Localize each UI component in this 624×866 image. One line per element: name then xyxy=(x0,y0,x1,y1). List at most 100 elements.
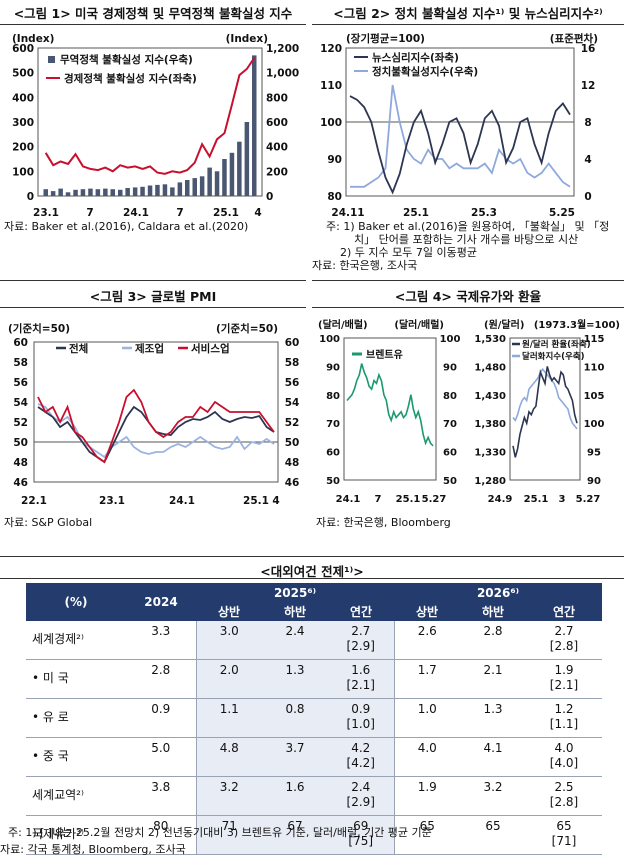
table-row: 세계경제²⁾ 3.3 3.0 2.4 2.7 [2.9] 2.6 2.8 2.7 [2.8] xyxy=(26,621,602,660)
table-cell-previous-forecast: [2.1] xyxy=(346,678,375,692)
x-tick-label: 4 xyxy=(272,495,279,507)
left-axis-unit: (Index) xyxy=(12,33,54,45)
fx-x-tick: 5.27 xyxy=(576,494,601,505)
table-cell-value: 80 xyxy=(153,819,169,833)
table-cell: 0.8 xyxy=(262,698,328,738)
table-cell-value: 2.1 xyxy=(483,663,503,677)
table-cell: 1.9 [2.1] xyxy=(526,659,602,699)
table-cell-previous-forecast: [1.1] xyxy=(549,717,579,731)
fx-right-tick: 105 xyxy=(584,391,605,402)
x-tick-label: 23.1 xyxy=(33,207,59,219)
table-cell-value: 1.6 xyxy=(285,780,305,794)
legend-bar-swatch xyxy=(48,56,55,63)
table-cell: 2.1 xyxy=(460,659,526,699)
right-tick-label: 600 xyxy=(266,117,288,129)
legend-brent-label: 브렌트유 xyxy=(366,348,403,361)
fx-x-tick: 24.9 xyxy=(488,494,513,505)
left-tick-label: 58 xyxy=(13,357,28,369)
table-cell-value: 2.7 xyxy=(351,624,371,638)
trade-uncertainty-bar xyxy=(170,187,175,196)
table-cell-previous-forecast: [2.8] xyxy=(549,639,579,653)
trade-uncertainty-bar xyxy=(199,176,205,196)
table-cell-value: 1.2 xyxy=(554,702,574,716)
right-tick-label: 0 xyxy=(266,191,273,203)
fx-right-tick: 90 xyxy=(587,476,601,487)
table-cell: 3.7 xyxy=(262,737,328,777)
table-cell-value: 3.8 xyxy=(151,780,171,794)
figure-2-note-3: 2) 두 지수 모두 7일 이동평균 xyxy=(340,246,477,259)
right-tick-label: 16 xyxy=(581,43,596,55)
left-tick-label: 56 xyxy=(13,377,28,389)
brent-x-tick: 5.27 xyxy=(422,494,447,505)
right-tick-label: 46 xyxy=(285,477,300,489)
left-axis-unit: (장기평균=100) xyxy=(346,32,425,45)
table-cell-previous-forecast: [2.8] xyxy=(549,795,579,809)
fx-right-tick: 100 xyxy=(584,419,605,430)
row-label: 국제유가³⁾ xyxy=(26,815,126,855)
x-tick-label: 5.25 xyxy=(549,207,575,219)
table-cell: 1.9 xyxy=(393,776,460,816)
table-cell-value: 1.9 xyxy=(554,663,574,677)
figure-1-title: <그림 1> 미국 경제정책 및 무역정책 불확실성 지수 xyxy=(13,6,293,21)
news-sentiment-line xyxy=(349,95,571,195)
trade-uncertainty-bar xyxy=(214,171,220,196)
table-cell-value: 0.8 xyxy=(285,702,305,716)
x-tick-label: 7 xyxy=(86,207,93,219)
right-tick-label: 56 xyxy=(285,377,300,389)
trade-uncertainty-bar xyxy=(110,189,115,196)
table-cell-value: 65 xyxy=(556,819,572,833)
table-cell-value: 2.4 xyxy=(285,624,305,638)
right-tick-label: 1,000 xyxy=(266,68,299,80)
table-header-row-2: 상반 하반 연간 상반 하반 연간 xyxy=(26,602,602,621)
legend-composite-label: 전체 xyxy=(69,342,88,355)
sub-2025-year: 연간 xyxy=(328,602,394,621)
left-tick-label: 200 xyxy=(12,142,34,154)
economic-uncertainty-line xyxy=(44,57,256,175)
table-cell: 71 xyxy=(195,815,262,855)
table-header-row-1: (%) 2024 2025⁶⁾ 2026⁶⁾ xyxy=(26,583,602,621)
table-cell-value: 2.4 xyxy=(351,780,371,794)
table-cell: 65 xyxy=(460,815,526,855)
sub-2026-h1: 상반 xyxy=(394,602,460,621)
figure-3-title-rule xyxy=(0,307,306,308)
sub-2026-year: 연간 xyxy=(526,602,602,621)
table-row: • 중 국 5.0 4.8 3.7 4.2 [4.2] 4.0 4.1 4.0 [4.0] xyxy=(26,737,602,777)
table-cell-value: 2.7 xyxy=(554,624,574,638)
x-tick-label: 22.1 xyxy=(21,495,47,507)
figure-4-top-rule xyxy=(312,280,624,281)
right-tick-label: 60 xyxy=(285,337,300,349)
right-tick-label: 52 xyxy=(285,417,300,429)
fx-left-tick: 1,280 xyxy=(474,476,506,487)
fx-right-tick: 95 xyxy=(587,448,601,459)
table-cell-value: 4.1 xyxy=(483,741,503,755)
table-cell: 4.2 [4.2] xyxy=(328,737,394,777)
table-cell: 0.9 [1.0] xyxy=(328,698,394,738)
right-axis-unit: (Index) xyxy=(226,33,268,45)
x-tick-label: 25.1 xyxy=(403,207,429,219)
left-tick-label: 300 xyxy=(12,117,34,129)
table-cell-value: 2.8 xyxy=(151,663,171,677)
dollar-index-line xyxy=(512,367,578,430)
right-tick-label: 58 xyxy=(285,357,300,369)
table-cell: 1.1 xyxy=(195,698,262,738)
right-tick-label: 8 xyxy=(584,117,591,129)
brent-left-unit: (달러/배럴) xyxy=(318,318,368,331)
figure-4-title: <그림 4> 국제유가와 환율 xyxy=(394,289,542,304)
table-cell-value: 67 xyxy=(287,819,303,833)
table-cell-previous-forecast: [2.9] xyxy=(346,639,375,653)
table-cell: 2.6 xyxy=(393,621,460,660)
brent-left-tick: 100 xyxy=(319,334,340,345)
brent-right-tick: 100 xyxy=(440,334,461,345)
right-tick-label: 400 xyxy=(266,142,288,154)
left-tick-label: 60 xyxy=(13,337,28,349)
left-tick-label: 120 xyxy=(320,43,342,55)
table-top-rule xyxy=(0,556,624,557)
left-tick-label: 500 xyxy=(12,68,34,80)
left-tick-label: 48 xyxy=(13,457,28,469)
left-tick-label: 52 xyxy=(13,417,28,429)
figure-3-chart: (기준치=50) (기준치=50) 46 46 48 48 50 50 52 52 54 54 56 56… xyxy=(8,322,300,507)
fx-x-tick: 25.1 xyxy=(524,494,549,505)
table-cell-value: 1.9 xyxy=(417,780,437,794)
fx-x-tick: 3 xyxy=(559,494,566,505)
table-cell: 4.0 xyxy=(393,737,460,777)
